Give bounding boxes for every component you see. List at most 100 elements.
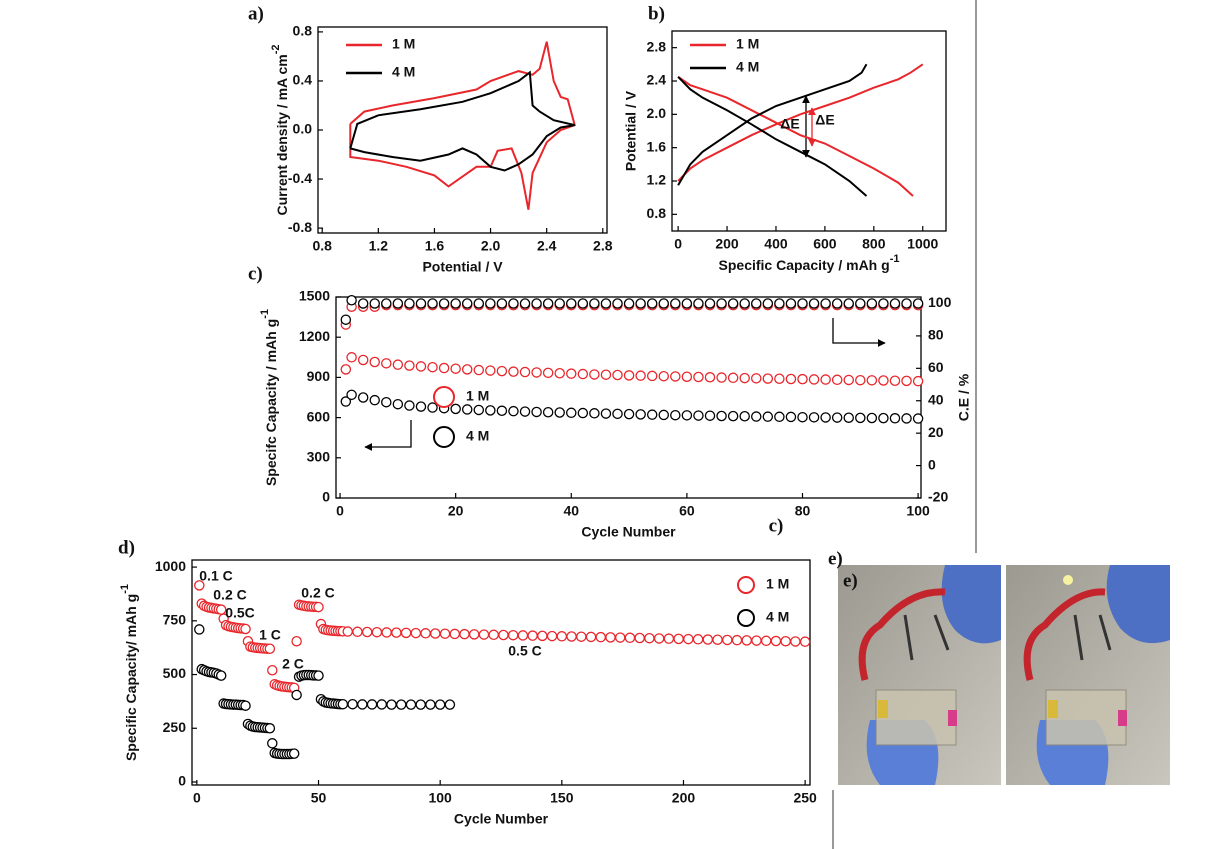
data-point — [808, 374, 820, 385]
data-point — [439, 628, 451, 639]
data-point — [381, 627, 392, 638]
data-point — [434, 699, 446, 710]
data-point — [901, 298, 912, 309]
panel-label: c) — [248, 263, 263, 284]
data-point — [404, 360, 415, 371]
axis-title: C.E / % — [956, 373, 972, 421]
legend-label: 4 M — [736, 59, 759, 75]
data-point — [376, 699, 388, 710]
data-point — [415, 401, 427, 412]
data-point — [808, 412, 820, 423]
data-point — [420, 628, 431, 639]
y-tick-label: -0.8 — [288, 219, 312, 235]
panel-label: b) — [648, 3, 665, 24]
plot-frame — [335, 296, 922, 499]
data-point — [240, 700, 251, 711]
y2-tick-label: 100 — [928, 294, 952, 310]
data-point — [386, 699, 397, 710]
data-point — [727, 298, 739, 309]
data-point — [595, 631, 607, 643]
data-point — [855, 412, 866, 424]
data-point — [889, 413, 901, 424]
annotation: 0.5C — [225, 605, 255, 621]
legend-label: 1 M — [392, 36, 415, 52]
data-point — [347, 698, 358, 710]
axis-title: Cycle Number — [581, 524, 676, 540]
data-point — [473, 404, 485, 416]
data-point — [468, 629, 480, 640]
data-point — [450, 298, 461, 309]
y-tick-label: 250 — [163, 719, 187, 735]
data-point — [670, 371, 681, 382]
data-point — [692, 634, 704, 645]
data-point — [496, 405, 508, 417]
axis-title-text: Current density / mA cm — [274, 54, 290, 215]
data-point — [346, 389, 357, 401]
data-point — [760, 635, 772, 647]
data-point — [623, 298, 635, 309]
data-point — [866, 298, 878, 309]
y2-tick-label: 80 — [928, 327, 944, 343]
y-tick-label: 300 — [307, 449, 331, 465]
data-point — [357, 354, 369, 366]
data-point — [346, 294, 357, 306]
data-point — [843, 412, 854, 423]
data-point — [405, 699, 417, 710]
legend-label: 4 M — [466, 428, 489, 444]
data-point — [485, 405, 496, 416]
y2-tick-label: 60 — [928, 359, 944, 375]
data-point — [352, 626, 363, 638]
annotation: 0.5 C — [508, 643, 541, 659]
data-point — [901, 375, 912, 387]
data-point — [215, 670, 227, 681]
data-point — [589, 369, 600, 380]
data-point — [485, 298, 496, 309]
data-point — [459, 628, 470, 640]
data-point — [623, 370, 635, 381]
data-point — [194, 624, 205, 635]
x-tick-label: 60 — [679, 503, 695, 519]
x-tick-label: 2.4 — [537, 238, 557, 254]
data-point — [554, 407, 565, 418]
data-point — [313, 601, 324, 613]
data-point — [799, 636, 811, 647]
axis-title-sup: -1 — [119, 584, 131, 594]
data-point — [473, 364, 485, 376]
y-tick-label: 2.4 — [647, 72, 667, 88]
data-point — [556, 631, 568, 642]
y-tick-label: 750 — [163, 612, 187, 628]
data-point — [751, 373, 762, 384]
legend-swatch — [737, 576, 755, 594]
data-point — [702, 634, 714, 645]
x-tick-label: 200 — [715, 236, 739, 252]
data-point — [693, 298, 704, 309]
x-tick-label: 40 — [563, 503, 579, 519]
data-point — [797, 298, 808, 309]
data-point — [658, 370, 670, 382]
data-point — [577, 298, 589, 309]
x-tick-label: 250 — [793, 790, 817, 806]
data-point — [843, 374, 854, 386]
y-tick-label: 0.0 — [293, 121, 313, 137]
data-point — [508, 298, 519, 309]
x-tick-label: 100 — [428, 790, 452, 806]
panel-label: e) — [843, 570, 858, 591]
data-point — [774, 373, 785, 384]
y-tick-label: 0 — [178, 773, 186, 789]
data-point — [498, 629, 509, 641]
y-tick-label: 2.8 — [647, 38, 667, 54]
data-point — [693, 410, 704, 421]
axis-arrow — [832, 318, 886, 347]
data-point — [566, 407, 577, 419]
data-point — [716, 410, 727, 422]
data-point — [444, 699, 456, 710]
data-point — [267, 664, 278, 676]
data-point — [683, 633, 694, 645]
legend-label: 1 M — [466, 388, 489, 404]
data-point — [508, 366, 519, 377]
data-point — [716, 372, 727, 383]
legend-label: 1 M — [766, 576, 789, 592]
data-point — [878, 298, 889, 309]
data-point — [624, 632, 636, 644]
